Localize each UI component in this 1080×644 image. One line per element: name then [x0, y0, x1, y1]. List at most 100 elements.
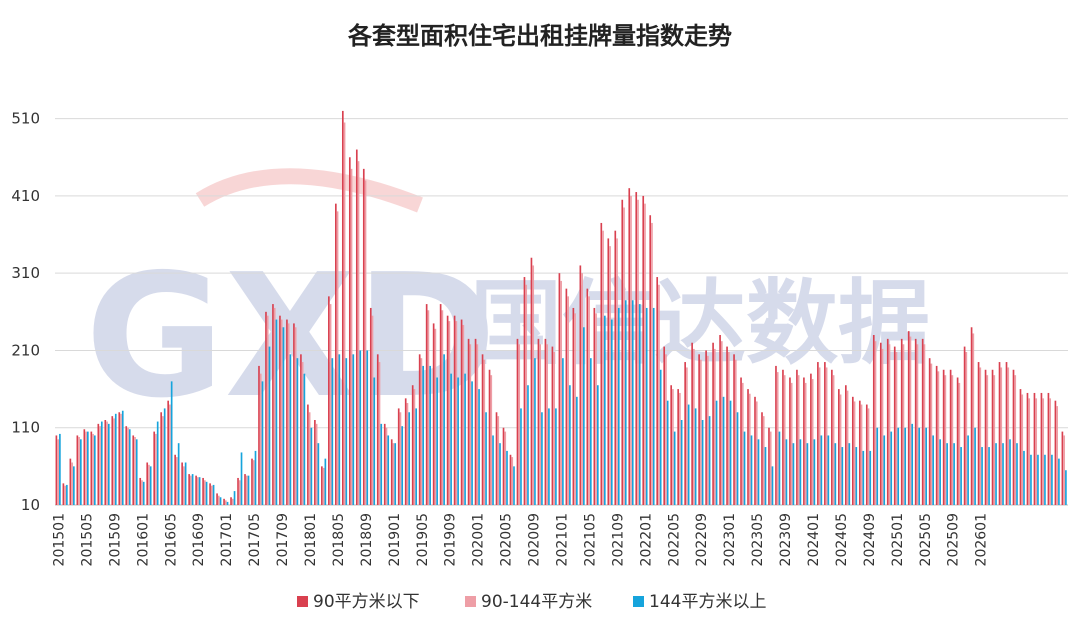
bar	[974, 427, 976, 505]
x-tick-label: 202301	[722, 513, 738, 566]
bar	[769, 431, 772, 505]
bar	[146, 462, 149, 505]
bar	[651, 222, 653, 505]
bar	[736, 412, 739, 505]
bar	[1026, 392, 1029, 505]
bar	[223, 498, 225, 505]
bar	[211, 485, 213, 505]
bar	[918, 427, 921, 505]
bar	[811, 379, 814, 505]
bar	[567, 296, 569, 505]
bar	[104, 420, 107, 505]
bar	[705, 350, 707, 505]
bar	[596, 385, 599, 505]
bar	[1009, 439, 1011, 505]
x-tick-label: 201801	[303, 513, 319, 566]
x-tick-label: 201609	[191, 513, 207, 566]
bar	[289, 354, 292, 505]
bar	[328, 296, 330, 505]
bar	[422, 365, 424, 505]
bar	[415, 408, 418, 505]
bar	[97, 423, 100, 505]
bar	[806, 443, 809, 505]
bar	[988, 447, 990, 505]
bar	[303, 373, 306, 505]
bar	[273, 307, 276, 505]
bar	[216, 493, 218, 505]
x-tick-label: 202501	[890, 513, 906, 566]
bar	[673, 431, 676, 505]
bar	[771, 466, 774, 505]
bar	[198, 477, 201, 505]
bar	[789, 377, 791, 505]
x-tick-label: 202001	[471, 513, 487, 566]
bar	[768, 427, 770, 505]
bar	[441, 310, 444, 505]
bar	[142, 481, 145, 505]
bar	[76, 435, 79, 505]
x-tick-label: 202505	[918, 513, 934, 566]
bar	[628, 188, 631, 505]
bar	[649, 215, 652, 506]
bar	[659, 369, 662, 505]
bar	[804, 382, 807, 505]
bar	[359, 350, 362, 505]
bar	[778, 431, 781, 505]
bar	[155, 433, 157, 505]
bar	[258, 365, 260, 505]
bar	[824, 362, 826, 505]
bar	[967, 435, 969, 505]
bar	[998, 362, 1001, 505]
bar	[343, 122, 346, 505]
bar	[588, 296, 590, 505]
bar	[623, 207, 625, 505]
bar	[252, 460, 255, 505]
bar	[520, 408, 522, 505]
bar	[107, 423, 110, 505]
bar	[576, 396, 578, 505]
bar	[373, 377, 376, 505]
bar	[279, 315, 281, 505]
bar	[350, 168, 353, 506]
bar	[1023, 450, 1025, 505]
bar	[233, 491, 236, 505]
bar	[153, 431, 156, 505]
bar	[848, 443, 851, 505]
bar	[380, 423, 383, 505]
bar	[167, 400, 169, 505]
bar	[963, 346, 966, 505]
bar	[128, 429, 131, 505]
bar	[224, 500, 227, 505]
bar	[665, 354, 667, 505]
bar	[188, 474, 190, 505]
x-tick-label: 202601	[974, 513, 990, 566]
bar	[254, 450, 257, 505]
bar	[286, 319, 288, 505]
bar	[799, 439, 802, 505]
bar	[838, 389, 840, 505]
bar	[939, 439, 941, 505]
bar	[181, 462, 183, 505]
bar	[757, 439, 760, 505]
bar	[810, 373, 812, 505]
bar	[845, 385, 847, 505]
bar	[100, 421, 103, 505]
bar	[453, 315, 456, 505]
bar	[296, 358, 299, 505]
bar	[111, 416, 114, 505]
chart-title: 各套型面积住宅出租挂牌量指数走势	[347, 22, 732, 50]
x-tick-label: 202105	[582, 513, 598, 566]
bar	[383, 423, 386, 505]
bar	[666, 400, 669, 505]
bar	[1002, 443, 1004, 505]
legend-label: 90平方米以下	[313, 592, 420, 612]
bar	[820, 435, 823, 505]
x-tick-label: 202209	[694, 513, 710, 566]
bar	[457, 377, 459, 505]
bar	[506, 450, 508, 505]
bar	[663, 346, 666, 505]
bar	[170, 381, 173, 505]
bar	[1019, 389, 1022, 505]
bar	[399, 412, 402, 505]
bar	[329, 304, 332, 505]
